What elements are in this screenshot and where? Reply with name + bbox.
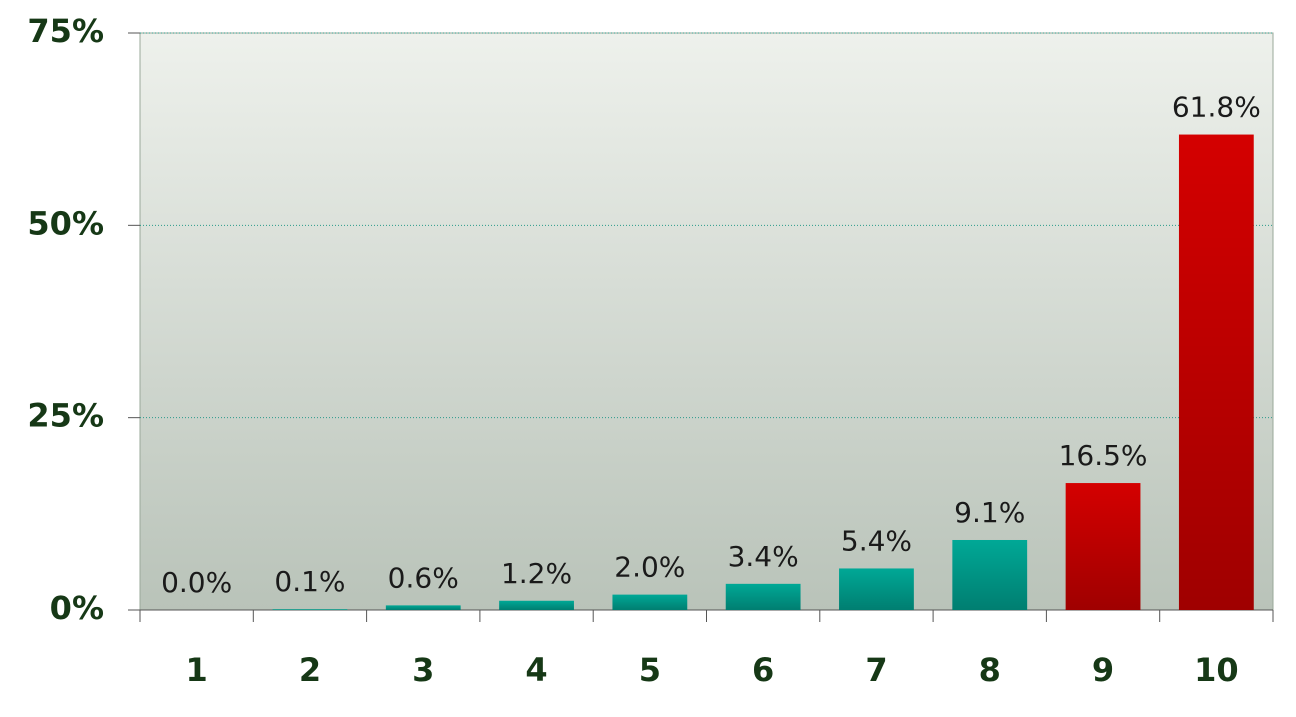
x-tick-label: 10 xyxy=(1194,651,1239,689)
bar-shade xyxy=(385,605,461,610)
bar-shade xyxy=(1065,483,1141,610)
value-label: 0.6% xyxy=(388,561,459,594)
value-label: 3.4% xyxy=(728,540,799,573)
value-label: 2.0% xyxy=(614,551,685,584)
bar-shade xyxy=(839,568,914,610)
x-tick-label: 5 xyxy=(639,651,661,689)
value-label: 61.8% xyxy=(1172,91,1261,124)
bar-shade xyxy=(952,539,1028,610)
x-tick-label: 7 xyxy=(865,651,887,689)
value-label: 0.0% xyxy=(161,566,232,599)
x-tick-label: 3 xyxy=(412,651,434,689)
y-tick-label: 50% xyxy=(27,204,104,242)
bar-shade xyxy=(1178,134,1254,610)
y-tick-label: 75% xyxy=(27,12,104,50)
x-tick-label: 4 xyxy=(525,651,547,689)
x-tick-label: 1 xyxy=(186,651,208,689)
value-label: 9.1% xyxy=(954,496,1025,529)
y-tick-label: 0% xyxy=(50,589,104,627)
y-tick-label: 25% xyxy=(27,397,104,435)
value-label: 5.4% xyxy=(841,524,912,557)
value-label: 1.2% xyxy=(501,557,572,590)
x-tick-label: 6 xyxy=(752,651,774,689)
x-tick-label: 9 xyxy=(1092,651,1114,689)
x-tick-label: 8 xyxy=(979,651,1001,689)
bar-shade xyxy=(272,609,348,610)
bar-shade xyxy=(612,594,688,610)
bar-shade xyxy=(725,583,801,610)
bar-shade xyxy=(499,600,574,610)
value-label: 0.1% xyxy=(274,565,345,598)
value-label: 16.5% xyxy=(1059,439,1148,472)
x-tick-label: 2 xyxy=(299,651,321,689)
